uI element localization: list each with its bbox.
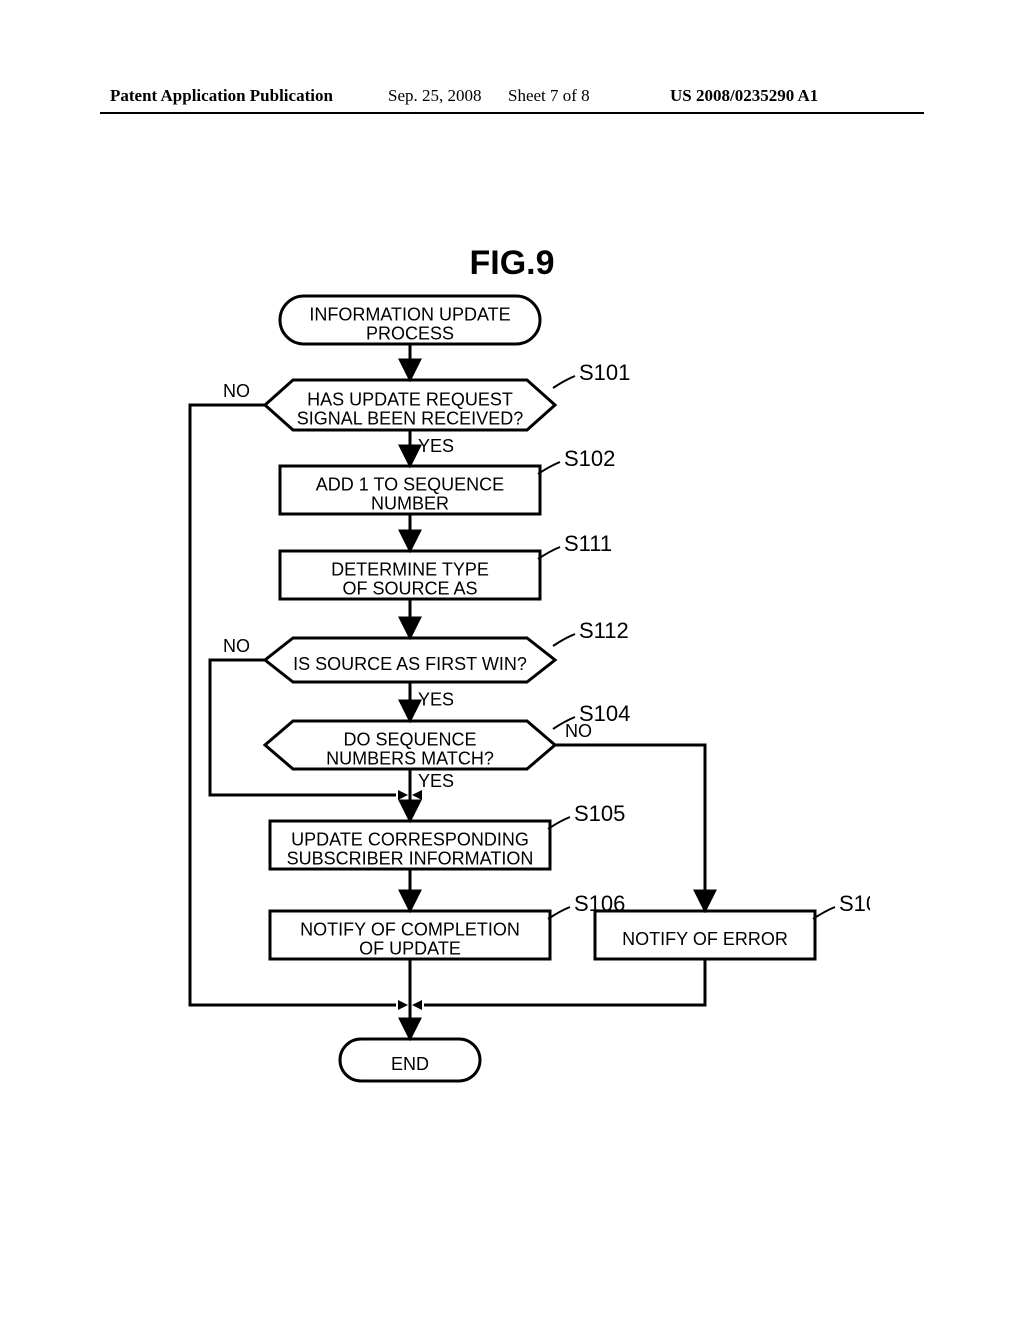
svg-text:S101: S101 <box>579 360 630 385</box>
svg-text:YES: YES <box>418 690 454 710</box>
svg-text:INFORMATION UPDATE: INFORMATION UPDATE <box>309 304 510 324</box>
svg-text:UPDATE CORRESPONDING: UPDATE CORRESPONDING <box>291 829 529 849</box>
svg-text:S105: S105 <box>574 801 625 826</box>
svg-text:IS SOURCE AS FIRST WIN?: IS SOURCE AS FIRST WIN? <box>293 654 527 674</box>
sheet-number: Sheet 7 of 8 <box>508 86 590 106</box>
publication-date: Sep. 25, 2008 <box>388 86 482 106</box>
svg-text:NO: NO <box>223 636 250 656</box>
svg-text:OF UPDATE: OF UPDATE <box>359 938 461 958</box>
svg-text:YES: YES <box>418 771 454 791</box>
publication-number: US 2008/0235290 A1 <box>670 86 818 106</box>
flowchart-diagram: INFORMATION UPDATEPROCESS HAS UPDATE REQU… <box>150 290 870 1110</box>
svg-text:DETERMINE TYPE: DETERMINE TYPE <box>331 559 489 579</box>
svg-text:HAS UPDATE REQUEST: HAS UPDATE REQUEST <box>307 389 513 409</box>
svg-text:S102: S102 <box>564 446 615 471</box>
page: Patent Application Publication Sep. 25, … <box>0 0 1024 1320</box>
figure-title: FIG.9 <box>0 244 1024 283</box>
svg-text:OF SOURCE AS: OF SOURCE AS <box>342 578 477 598</box>
svg-text:NO: NO <box>223 381 250 401</box>
svg-text:S112: S112 <box>579 618 629 643</box>
svg-text:PROCESS: PROCESS <box>366 323 454 343</box>
svg-text:S107: S107 <box>839 891 870 916</box>
publication-type: Patent Application Publication <box>110 86 333 106</box>
svg-text:NOTIFY OF ERROR: NOTIFY OF ERROR <box>622 929 788 949</box>
svg-text:ADD 1 TO SEQUENCE: ADD 1 TO SEQUENCE <box>316 474 504 494</box>
svg-text:YES: YES <box>418 436 454 456</box>
svg-text:END: END <box>391 1054 429 1074</box>
svg-text:SIGNAL BEEN RECEIVED?: SIGNAL BEEN RECEIVED? <box>297 408 523 428</box>
header-rule <box>100 112 924 114</box>
svg-text:DO SEQUENCE: DO SEQUENCE <box>343 729 476 749</box>
svg-text:NUMBER: NUMBER <box>371 493 449 513</box>
svg-text:NO: NO <box>565 721 592 741</box>
svg-text:NOTIFY OF COMPLETION: NOTIFY OF COMPLETION <box>300 919 520 939</box>
svg-text:SUBSCRIBER INFORMATION: SUBSCRIBER INFORMATION <box>287 848 534 868</box>
svg-text:S111: S111 <box>564 531 612 556</box>
svg-text:NUMBERS MATCH?: NUMBERS MATCH? <box>326 748 494 768</box>
